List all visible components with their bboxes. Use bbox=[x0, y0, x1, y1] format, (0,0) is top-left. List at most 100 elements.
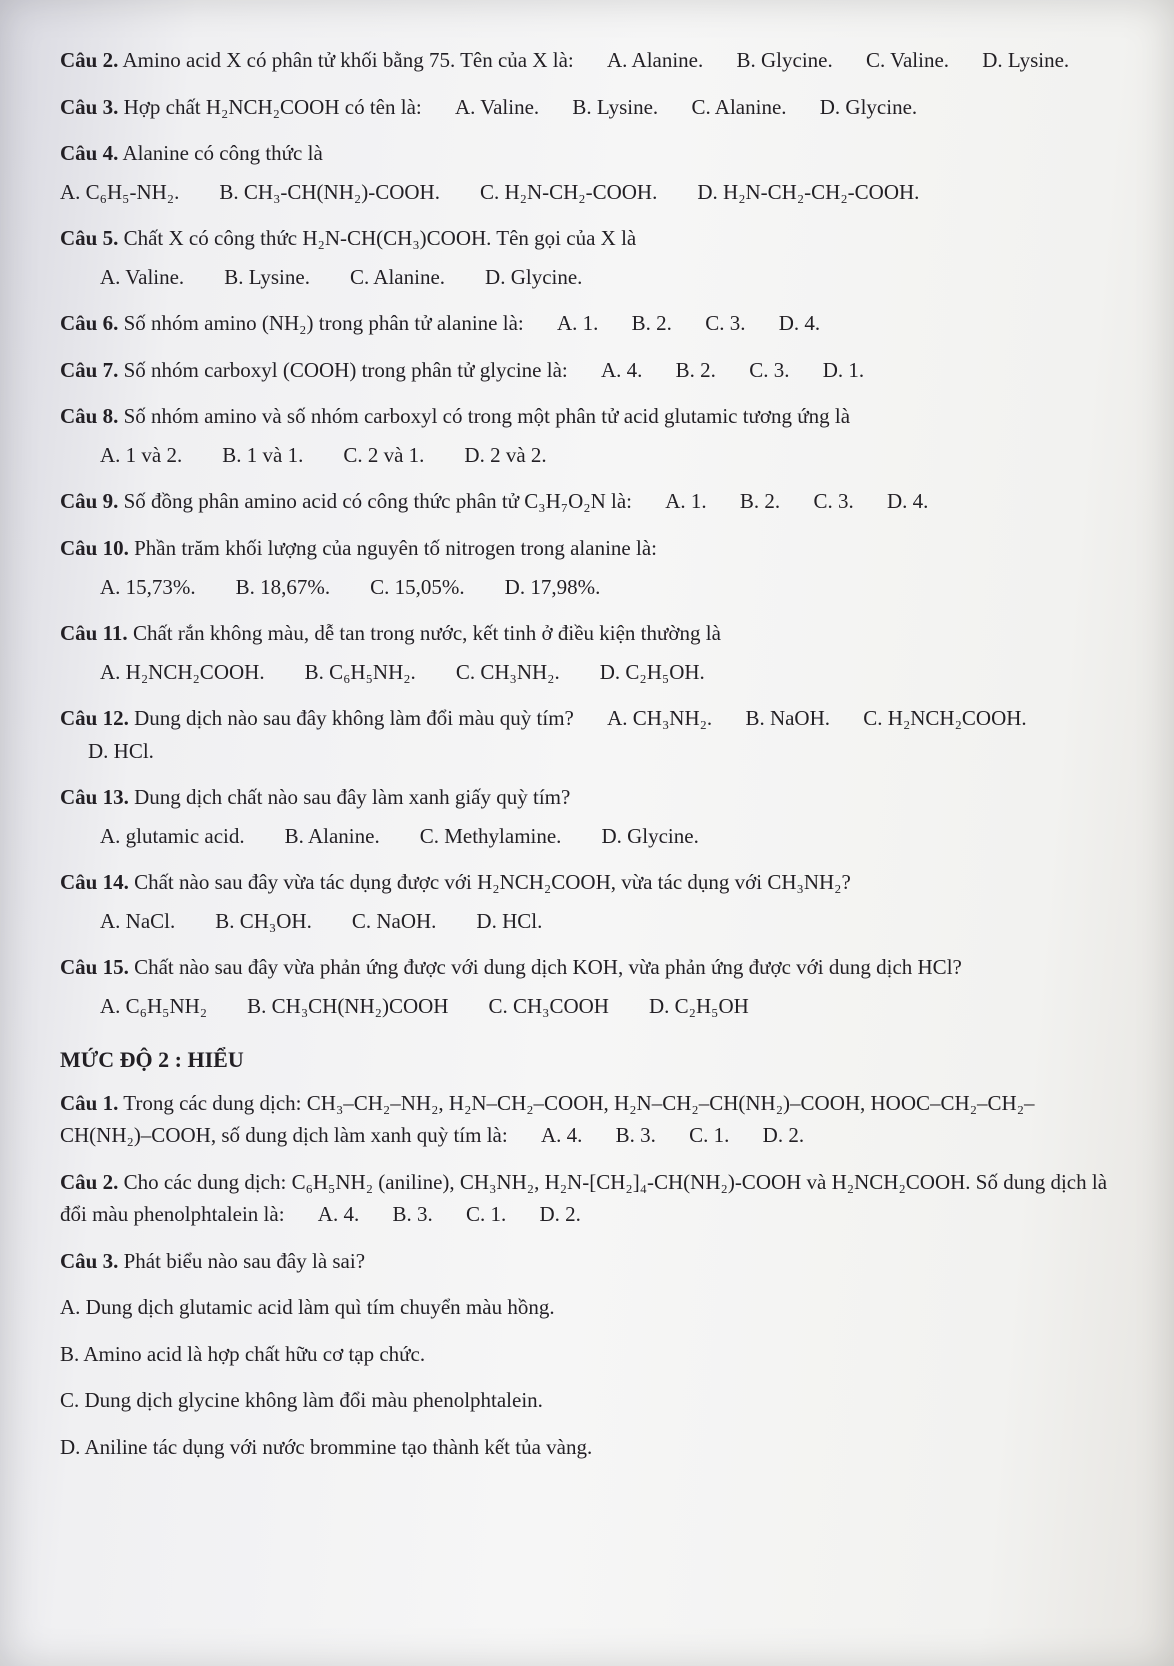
option-a: A. Valine. bbox=[100, 261, 184, 294]
question-text: Dung dịch chất nào sau đây làm xanh giấy… bbox=[134, 785, 570, 809]
option-d: D. HCl. bbox=[476, 905, 542, 938]
option-a: A. 4. bbox=[318, 1202, 359, 1226]
option-d: D. 1. bbox=[823, 358, 864, 382]
question-lead: Câu 6. bbox=[60, 311, 118, 335]
question-6: Câu 6. Số nhóm amino (NH₂) trong phân tử… bbox=[60, 307, 1114, 340]
option-d: D. 4. bbox=[779, 311, 820, 335]
option-d: D. H₂N-CH₂-CH₂-COOH. bbox=[697, 176, 919, 209]
question-15-options: A. C₆H₅NH₂ B. CH₃CH(NH₂)COOH C. CH₃COOH … bbox=[100, 990, 1114, 1023]
question-14: Câu 14. Chất nào sau đây vừa tác dụng đư… bbox=[60, 866, 1114, 899]
question-text: Số đồng phân amino acid có công thức phâ… bbox=[124, 489, 632, 513]
option-d: D. Glycine. bbox=[820, 95, 917, 119]
option-b: B. 2. bbox=[676, 358, 716, 382]
option-d: D. 2. bbox=[763, 1123, 804, 1147]
question-text: Chất nào sau đây vừa phản ứng được với d… bbox=[134, 955, 962, 979]
option-c: C. H₂NCH₂COOH. bbox=[863, 706, 1026, 730]
question-lead: Câu 2. bbox=[60, 48, 118, 72]
option-a: A. Valine. bbox=[455, 95, 539, 119]
option-a: A. 4. bbox=[601, 358, 642, 382]
question-11-options: A. H₂NCH₂COOH. B. C₆H₅NH₂. C. CH₃NH₂. D.… bbox=[100, 656, 1114, 689]
option-b: B. Glycine. bbox=[737, 48, 833, 72]
question-15: Câu 15. Chất nào sau đây vừa phản ứng đư… bbox=[60, 951, 1114, 984]
question-lead: Câu 5. bbox=[60, 226, 118, 250]
option-d: D. 2 và 2. bbox=[464, 439, 546, 472]
question-text: Chất nào sau đây vừa tác dụng được với H… bbox=[134, 870, 851, 894]
option-c: C. 3. bbox=[705, 311, 745, 335]
question-options: A. 4. B. 2. C. 3. D. 1. bbox=[573, 358, 864, 382]
option-a: A. 1. bbox=[665, 489, 706, 513]
question-lead: Câu 9. bbox=[60, 489, 118, 513]
question-text: Cho các dung dịch: C₆H₅NH₂ (aniline), CH… bbox=[60, 1170, 1107, 1227]
s2-question-3-option-c: C. Dung dịch glycine không làm đổi màu p… bbox=[60, 1384, 1114, 1417]
question-lead: Câu 2. bbox=[60, 1170, 118, 1194]
question-options: A. 4. B. 3. C. 1. D. 2. bbox=[513, 1123, 804, 1147]
question-text: Chất rắn không màu, dễ tan trong nước, k… bbox=[133, 621, 721, 645]
option-b: B. 3. bbox=[392, 1202, 432, 1226]
option-b: B. CH₃-CH(NH₂)-COOH. bbox=[219, 176, 440, 209]
question-options: A. 1. B. 2. C. 3. D. 4. bbox=[529, 311, 820, 335]
option-b: B. Lysine. bbox=[224, 261, 310, 294]
section-2-heading: MỨC ĐỘ 2 : HIỂU bbox=[60, 1047, 1114, 1073]
option-a: A. 1. bbox=[557, 311, 598, 335]
option-c: C. H₂N-CH₂-COOH. bbox=[480, 176, 657, 209]
question-11: Câu 11. Chất rắn không màu, dễ tan trong… bbox=[60, 617, 1114, 650]
option-c: C. 3. bbox=[749, 358, 789, 382]
question-options: A. Alanine. B. Glycine. C. Valine. D. Ly… bbox=[579, 48, 1069, 72]
option-d: D. 17,98%. bbox=[505, 571, 601, 604]
question-options: A. 4. B. 3. C. 1. D. 2. bbox=[290, 1202, 581, 1226]
option-b: B. Lysine. bbox=[572, 95, 658, 119]
s2-question-3-option-a: A. Dung dịch glutamic acid làm quì tím c… bbox=[60, 1291, 1114, 1324]
exam-page: { "page": { "background_color": "#f6f6f6… bbox=[0, 0, 1174, 1666]
question-text: Chất X có công thức H₂N-CH(CH₃)COOH. Tên… bbox=[124, 226, 637, 250]
option-a: A. 1 và 2. bbox=[100, 439, 182, 472]
option-c: C. Methylamine. bbox=[420, 820, 562, 853]
option-d: D. 2. bbox=[539, 1202, 580, 1226]
question-options: A. 1. B. 2. C. 3. D. 4. bbox=[637, 489, 928, 513]
question-text: Phần trăm khối lượng của nguyên tố nitro… bbox=[134, 536, 657, 560]
s2-question-2: Câu 2. Cho các dung dịch: C₆H₅NH₂ (anili… bbox=[60, 1166, 1114, 1231]
option-d: D. C₂H₅OH bbox=[649, 990, 749, 1023]
question-3: Câu 3. Hợp chất H₂NCH₂COOH có tên là: A.… bbox=[60, 91, 1114, 124]
question-options: A. Valine. B. Lysine. C. Alanine. D. Gly… bbox=[427, 95, 917, 119]
question-14-options: A. NaCl. B. CH₃OH. C. NaOH. D. HCl. bbox=[100, 905, 1114, 938]
option-a: A. Alanine. bbox=[607, 48, 703, 72]
question-lead: Câu 7. bbox=[60, 358, 118, 382]
question-13: Câu 13. Dung dịch chất nào sau đây làm x… bbox=[60, 781, 1114, 814]
question-5-options: A. Valine. B. Lysine. C. Alanine. D. Gly… bbox=[100, 261, 1114, 294]
s2-question-1: Câu 1. Trong các dung dịch: CH₃–CH₂–NH₂,… bbox=[60, 1087, 1114, 1152]
s2-question-3-option-d: D. Aniline tác dụng với nước brommine tạ… bbox=[60, 1431, 1114, 1464]
question-12: Câu 12. Dung dịch nào sau đây không làm … bbox=[60, 702, 1114, 767]
option-d: D. Glycine. bbox=[601, 820, 698, 853]
question-4: Câu 4. Alanine có công thức là bbox=[60, 137, 1114, 170]
question-text: Alanine có công thức là bbox=[122, 141, 322, 165]
question-text: Dung dịch nào sau đây không làm đổi màu … bbox=[134, 706, 574, 730]
option-b: B. C₆H₅NH₂. bbox=[305, 656, 416, 689]
option-b: B. CH₃CH(NH₂)COOH bbox=[247, 990, 448, 1023]
question-lead: Câu 3. bbox=[60, 95, 118, 119]
question-lead: Câu 8. bbox=[60, 404, 118, 428]
option-b: B. 18,67%. bbox=[236, 571, 331, 604]
option-c: C. Alanine. bbox=[691, 95, 786, 119]
s2-question-3-option-b: B. Amino acid là hợp chất hữu cơ tạp chứ… bbox=[60, 1338, 1114, 1371]
option-a: A. H₂NCH₂COOH. bbox=[100, 656, 265, 689]
option-c: C. CH₃COOH bbox=[488, 990, 609, 1023]
option-c: C. Valine. bbox=[866, 48, 949, 72]
option-a: A. 4. bbox=[541, 1123, 582, 1147]
question-text: Amino acid X có phân tử khối bằng 75. Tê… bbox=[122, 48, 573, 72]
option-b: B. 3. bbox=[616, 1123, 656, 1147]
option-d: D. Glycine. bbox=[485, 261, 582, 294]
option-b: B. 2. bbox=[740, 489, 780, 513]
question-lead: Câu 13. bbox=[60, 785, 129, 809]
option-c: C. Alanine. bbox=[350, 261, 445, 294]
option-b: B. Alanine. bbox=[285, 820, 380, 853]
question-7: Câu 7. Số nhóm carboxyl (COOH) trong phâ… bbox=[60, 354, 1114, 387]
option-b: B. 1 và 1. bbox=[222, 439, 303, 472]
option-d: D. Lysine. bbox=[982, 48, 1069, 72]
option-c: C. 1. bbox=[689, 1123, 729, 1147]
option-c: C. 1. bbox=[466, 1202, 506, 1226]
question-4-options: A. C₆H₅-NH₂. B. CH₃-CH(NH₂)-COOH. C. H₂N… bbox=[60, 176, 1114, 209]
option-a: A. C₆H₅-NH₂. bbox=[60, 176, 179, 209]
option-c: C. 3. bbox=[813, 489, 853, 513]
option-b: B. NaOH. bbox=[745, 706, 830, 730]
question-9: Câu 9. Số đồng phân amino acid có công t… bbox=[60, 485, 1114, 518]
